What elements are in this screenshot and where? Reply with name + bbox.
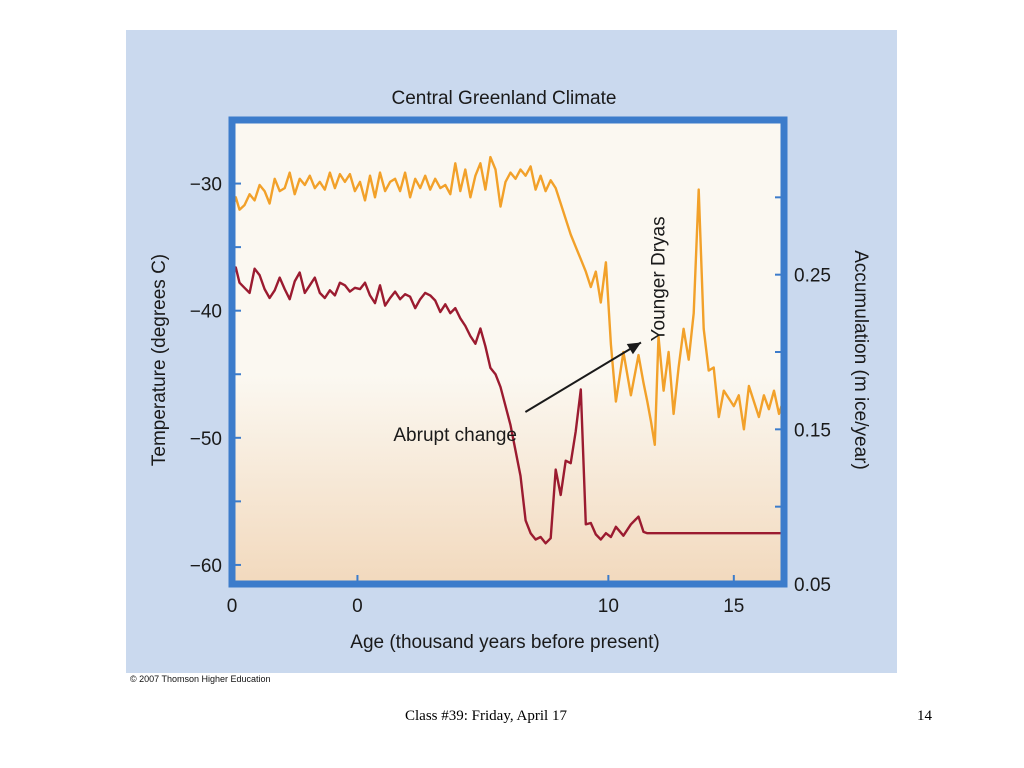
left-axis-tick-label: −40 — [190, 302, 222, 323]
left-axis-tick-labels: −30 −40 −50 −60 — [190, 175, 222, 577]
copyright-notice: © 2007 Thomson Higher Education — [130, 674, 271, 684]
plot-frame — [228, 116, 788, 588]
x-axis-tick-label: 0 — [227, 596, 238, 617]
annotation-arrowhead — [626, 342, 641, 355]
temperature-series-line — [230, 266, 784, 545]
x-axis-tick-label: 10 — [598, 596, 619, 617]
chart: Central Greenland Climate −30 −40 −50 −60 0… — [149, 88, 871, 653]
younger-dryas-annotation: Younger Dryas — [649, 216, 670, 341]
accumulation-series-line — [230, 155, 786, 446]
left-axis-label: Temperature (degrees C) — [149, 254, 170, 466]
annotation-arrow — [524, 341, 642, 413]
slide-footer: Class #39: Friday, April 17 — [405, 708, 567, 724]
abrupt-change-annotation: Abrupt change — [393, 425, 517, 446]
left-axis-tick-label: −60 — [190, 556, 222, 577]
left-axis-tick-label: −50 — [190, 429, 222, 450]
page-number: 14 — [917, 708, 932, 724]
right-axis-tick-label: 0.25 — [794, 266, 831, 287]
right-axis-tick-label: 0.05 — [794, 575, 831, 596]
x-axis-tick-labels: 0 0 10 15 — [227, 596, 745, 617]
x-axis-tick-label: 15 — [723, 596, 744, 617]
left-axis-tick-label: −30 — [190, 175, 222, 196]
right-axis-label: Accumulation (m ice/year) — [850, 250, 871, 470]
figure-panel: Central Greenland Climate −30 −40 −50 −60 0… — [126, 30, 897, 673]
right-axis-tick-labels: 0.25 0.15 0.05 — [794, 266, 831, 596]
plot-area — [232, 120, 784, 584]
x-axis-label: Age (thousand years before present) — [350, 632, 659, 653]
chart-title: Central Greenland Climate — [392, 88, 617, 109]
x-axis-tick-label: 0 — [352, 596, 363, 617]
right-axis-tick-label: 0.15 — [794, 420, 831, 441]
